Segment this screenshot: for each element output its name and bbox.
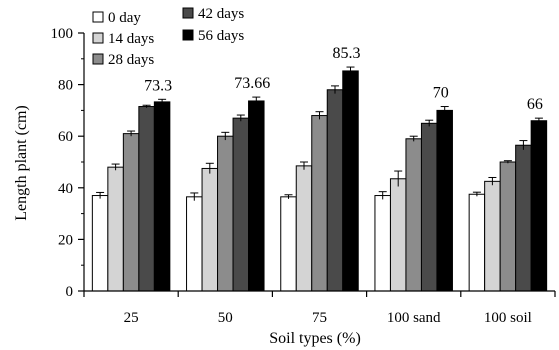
y-axis-title: Length plant (cm) [13,105,30,221]
bar-100-soil-0-day [468,193,486,292]
bar-50-0-day [186,196,203,292]
bar-100-sand-0-day [374,195,391,292]
bar-50-28-days [217,135,234,292]
legend-label: 0 day [108,10,141,26]
bar-25-0-day [91,195,109,292]
legend-label: 42 days [198,6,244,22]
legend-swatch [92,32,104,44]
bar-75-0-day [280,196,297,292]
bar-75-14-days [295,165,313,292]
bar-75-56-days [342,70,359,292]
legend-swatch [182,29,194,41]
data-label: 73.66 [234,75,270,92]
bar-100-soil-42-days [515,144,532,292]
x-axis-title: Soil types (%) [269,330,361,347]
bar-50-14-days [201,167,219,292]
data-label: 66 [527,96,543,113]
data-label: 70 [433,85,449,102]
legend-swatch [182,7,194,19]
y-tick-label: 80 [58,78,73,94]
x-tick-label: 50 [218,310,233,326]
bar-25-56-days [153,101,171,292]
legend-label: 28 days [108,52,154,68]
bar-25-28-days [122,133,140,292]
bar-25-14-days [107,166,124,292]
bar-100-sand-28-days [405,138,422,292]
bar-50-56-days [248,100,265,292]
bar-75-28-days [311,115,328,292]
legend-swatch [92,53,104,65]
x-tick-label: 25 [124,310,139,326]
x-tick-label: 75 [312,310,327,326]
bar-100-soil-14-days [484,180,501,292]
y-tick-label: 100 [51,26,74,42]
data-label: 85.3 [333,45,361,62]
bar-50-42-days [232,117,250,292]
legend-label: 56 days [198,28,244,44]
bar-100-sand-56-days [436,109,453,292]
y-tick-label: 0 [66,284,74,300]
legend-swatch [92,11,104,23]
data-label: 73.3 [144,77,172,94]
y-tick-label: 60 [58,129,73,145]
y-tick-label: 40 [58,181,73,197]
x-tick-label: 100 sand [387,310,441,326]
bar-100-sand-42-days [420,122,438,292]
legend-label: 14 days [108,31,154,47]
bar-25-42-days [138,106,155,292]
bar-75-42-days [326,89,344,292]
y-tick-label: 20 [58,232,73,248]
x-tick-label: 100 soil [484,310,532,326]
bar-100-sand-14-days [389,178,407,292]
bar-100-soil-56-days [530,120,548,292]
bar-100-soil-28-days [499,161,517,292]
